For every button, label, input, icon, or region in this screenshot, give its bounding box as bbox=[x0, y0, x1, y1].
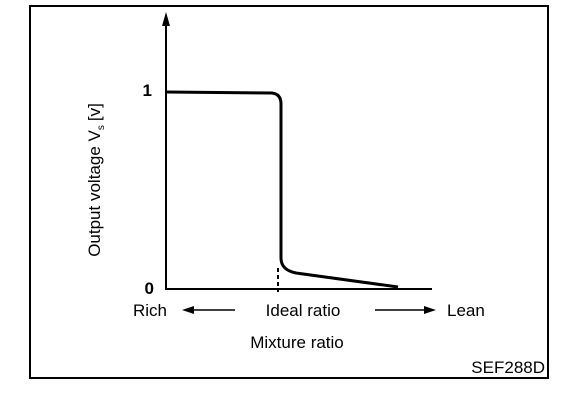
y-axis-title: Output voltage Vs [v] bbox=[85, 103, 107, 257]
figure-code: SEF288D bbox=[471, 358, 545, 377]
ideal-ratio-label: Ideal ratio bbox=[266, 301, 341, 320]
y-title-unit: [v] bbox=[85, 103, 104, 121]
y-low-label: 0 bbox=[145, 279, 154, 298]
lean-label: Lean bbox=[447, 301, 485, 320]
frame bbox=[29, 5, 549, 379]
rich-arrowhead bbox=[182, 306, 194, 314]
x-axis-title: Mixture ratio bbox=[250, 333, 344, 352]
rich-label: Rich bbox=[133, 301, 167, 320]
y-title-subscript: s bbox=[96, 125, 107, 130]
output-curve bbox=[165, 90, 399, 289]
lean-arrowhead bbox=[424, 306, 436, 314]
y-high-label: 1 bbox=[143, 81, 152, 100]
y-axis-arrow bbox=[162, 12, 170, 26]
y-title-text: Output voltage V bbox=[85, 129, 104, 256]
